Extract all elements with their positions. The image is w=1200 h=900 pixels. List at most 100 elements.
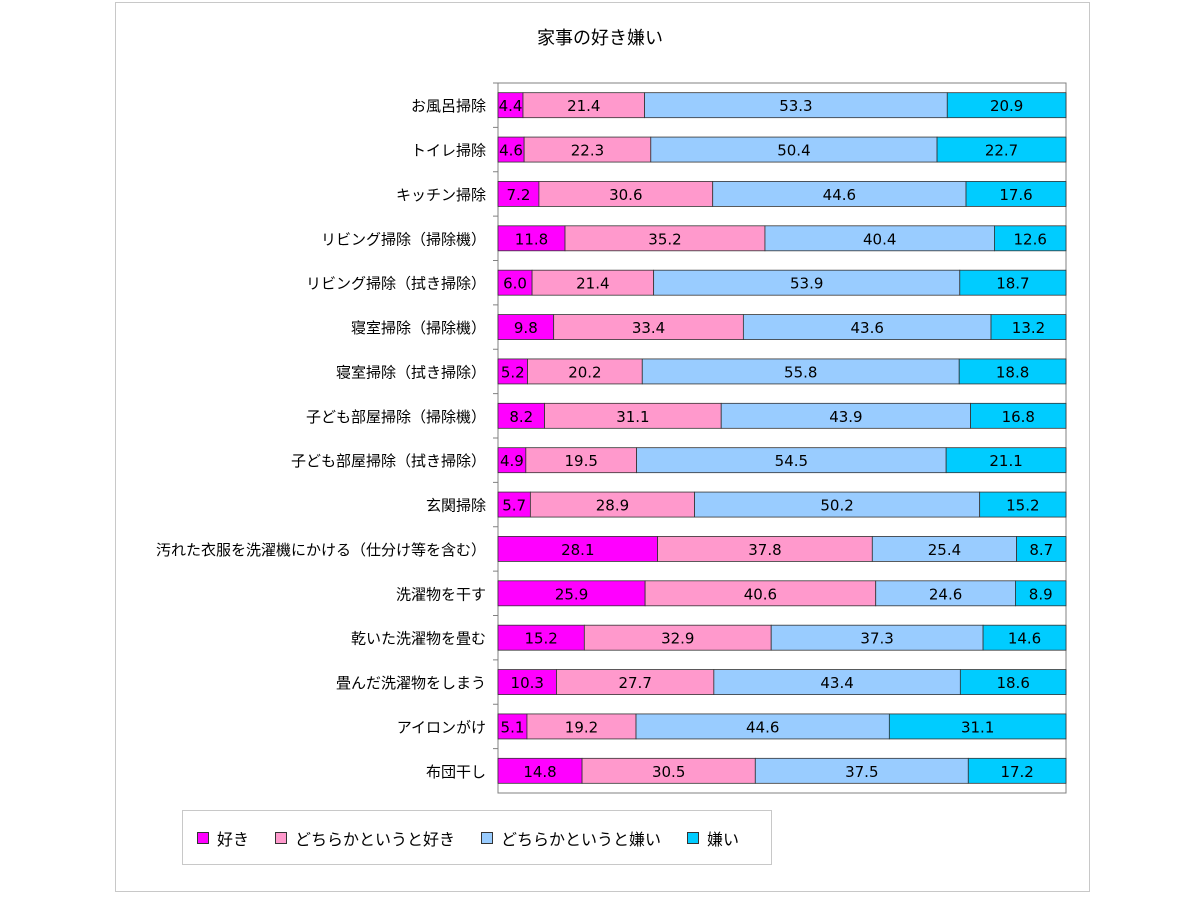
legend-item: 嫌い: [687, 826, 739, 850]
category-label: 布団干し: [426, 763, 486, 781]
legend-swatch: [197, 831, 209, 844]
data-label: 37.8: [748, 541, 781, 559]
data-label: 7.2: [507, 186, 531, 204]
data-label: 37.3: [860, 630, 893, 648]
data-label: 54.5: [775, 452, 808, 470]
data-label: 18.6: [996, 674, 1029, 692]
bar-segment: [538, 181, 714, 207]
data-label: 6.0: [503, 275, 527, 293]
bar-segment: [764, 225, 995, 252]
data-label: 28.1: [561, 541, 594, 559]
data-label: 14.6: [1008, 630, 1041, 648]
data-label: 5.7: [502, 497, 526, 515]
legend-label: どちらかというと嫌い: [501, 829, 662, 849]
data-label: 19.2: [565, 718, 598, 736]
legend-label: 好き: [217, 829, 250, 849]
data-label: 32.9: [661, 630, 694, 648]
bar-segment: [754, 757, 969, 784]
data-label: 19.5: [565, 452, 598, 470]
bar-segment: [936, 136, 1067, 163]
legend-label: どちらかというと好き: [295, 829, 456, 849]
bar-segment: [653, 269, 961, 296]
bar-segment: [523, 136, 652, 163]
data-label: 4.6: [499, 142, 523, 160]
bar-segment: [556, 669, 715, 695]
data-label: 25.4: [928, 541, 961, 559]
bar-segment: [531, 269, 655, 296]
bar-segment: [967, 757, 1067, 784]
data-label: 14.8: [523, 763, 556, 781]
category-label: リビング掃除（拭き掃除）: [306, 275, 486, 293]
bar-segment: [959, 269, 1067, 296]
data-label: 15.2: [524, 630, 557, 648]
bar-segment: [564, 225, 766, 252]
bar-segment: [497, 669, 557, 695]
category-label: リビング掃除（掃除機）: [321, 230, 486, 248]
category-label: キッチン掃除: [396, 186, 486, 204]
category-label: 寝室掃除（拭き掃除）: [336, 363, 486, 381]
data-label: 10.3: [511, 674, 544, 692]
data-label: 17.2: [1000, 763, 1033, 781]
bar-segment: [497, 624, 585, 651]
bar-segment: [497, 92, 524, 119]
bar-segment: [742, 314, 992, 340]
category-label: 汚れた衣服を洗濯機にかける（仕分け等を含む）: [156, 541, 486, 559]
bar-segment: [875, 580, 1016, 607]
bar-segment: [497, 181, 540, 207]
bar-segment: [1016, 536, 1067, 562]
bar-segment: [994, 225, 1067, 252]
bar-segment: [982, 624, 1067, 651]
data-label: 8.7: [1029, 541, 1053, 559]
data-label: 30.6: [609, 186, 642, 204]
data-label: 50.4: [777, 142, 810, 160]
legend-item: 好き: [197, 826, 249, 850]
bar-segment: [553, 314, 744, 340]
data-label: 31.1: [616, 408, 649, 426]
bar-segment: [522, 92, 645, 119]
data-label: 12.6: [1014, 230, 1047, 248]
bar-segment: [990, 314, 1067, 340]
data-label: 22.3: [571, 142, 604, 160]
category-label: トイレ掃除: [411, 142, 486, 160]
bar-segment: [945, 447, 1067, 474]
bar-segment: [694, 491, 981, 518]
data-label: 20.2: [568, 363, 601, 381]
data-label: 22.7: [985, 142, 1018, 160]
legend-item: どちらかというと好き: [275, 826, 455, 850]
data-label: 30.5: [652, 763, 685, 781]
bar-segment: [581, 757, 756, 784]
bar-segment: [635, 713, 890, 740]
data-label: 8.2: [509, 408, 533, 426]
data-label: 4.9: [500, 452, 524, 470]
data-label: 21.1: [989, 452, 1022, 470]
data-label: 43.4: [820, 674, 853, 692]
data-label: 4.4: [499, 97, 523, 115]
bar-segment: [1015, 580, 1067, 607]
legend-swatch: [275, 831, 288, 844]
data-label: 18.8: [996, 363, 1029, 381]
data-label: 40.4: [863, 230, 896, 248]
legend-label: 嫌い: [707, 829, 740, 849]
bar-segment: [946, 92, 1067, 119]
bar-segment: [644, 92, 948, 119]
bar-segment: [527, 358, 643, 385]
bar-segment: [720, 402, 971, 429]
bar-segment: [529, 491, 695, 518]
bar-segment: [636, 447, 947, 474]
bar-segment: [965, 181, 1067, 207]
bar-segment: [959, 669, 1067, 695]
data-label: 11.8: [515, 230, 548, 248]
data-label: 27.7: [618, 674, 651, 692]
bar-segment: [888, 713, 1067, 740]
chart-legend: 好き どちらかというと好き どちらかというと嫌い 嫌い: [182, 810, 772, 865]
data-label: 44.6: [823, 186, 856, 204]
category-label: 畳んだ洗濯物をしまう: [336, 674, 486, 692]
bar-segment: [525, 447, 637, 474]
bar-segment: [970, 402, 1067, 429]
data-label: 20.9: [990, 97, 1023, 115]
category-label: 子ども部屋掃除（拭き掃除）: [291, 452, 486, 470]
bar-segment: [497, 757, 583, 784]
data-label: 16.8: [1002, 408, 1035, 426]
data-label: 44.6: [746, 718, 779, 736]
data-label: 8.9: [1029, 585, 1053, 603]
